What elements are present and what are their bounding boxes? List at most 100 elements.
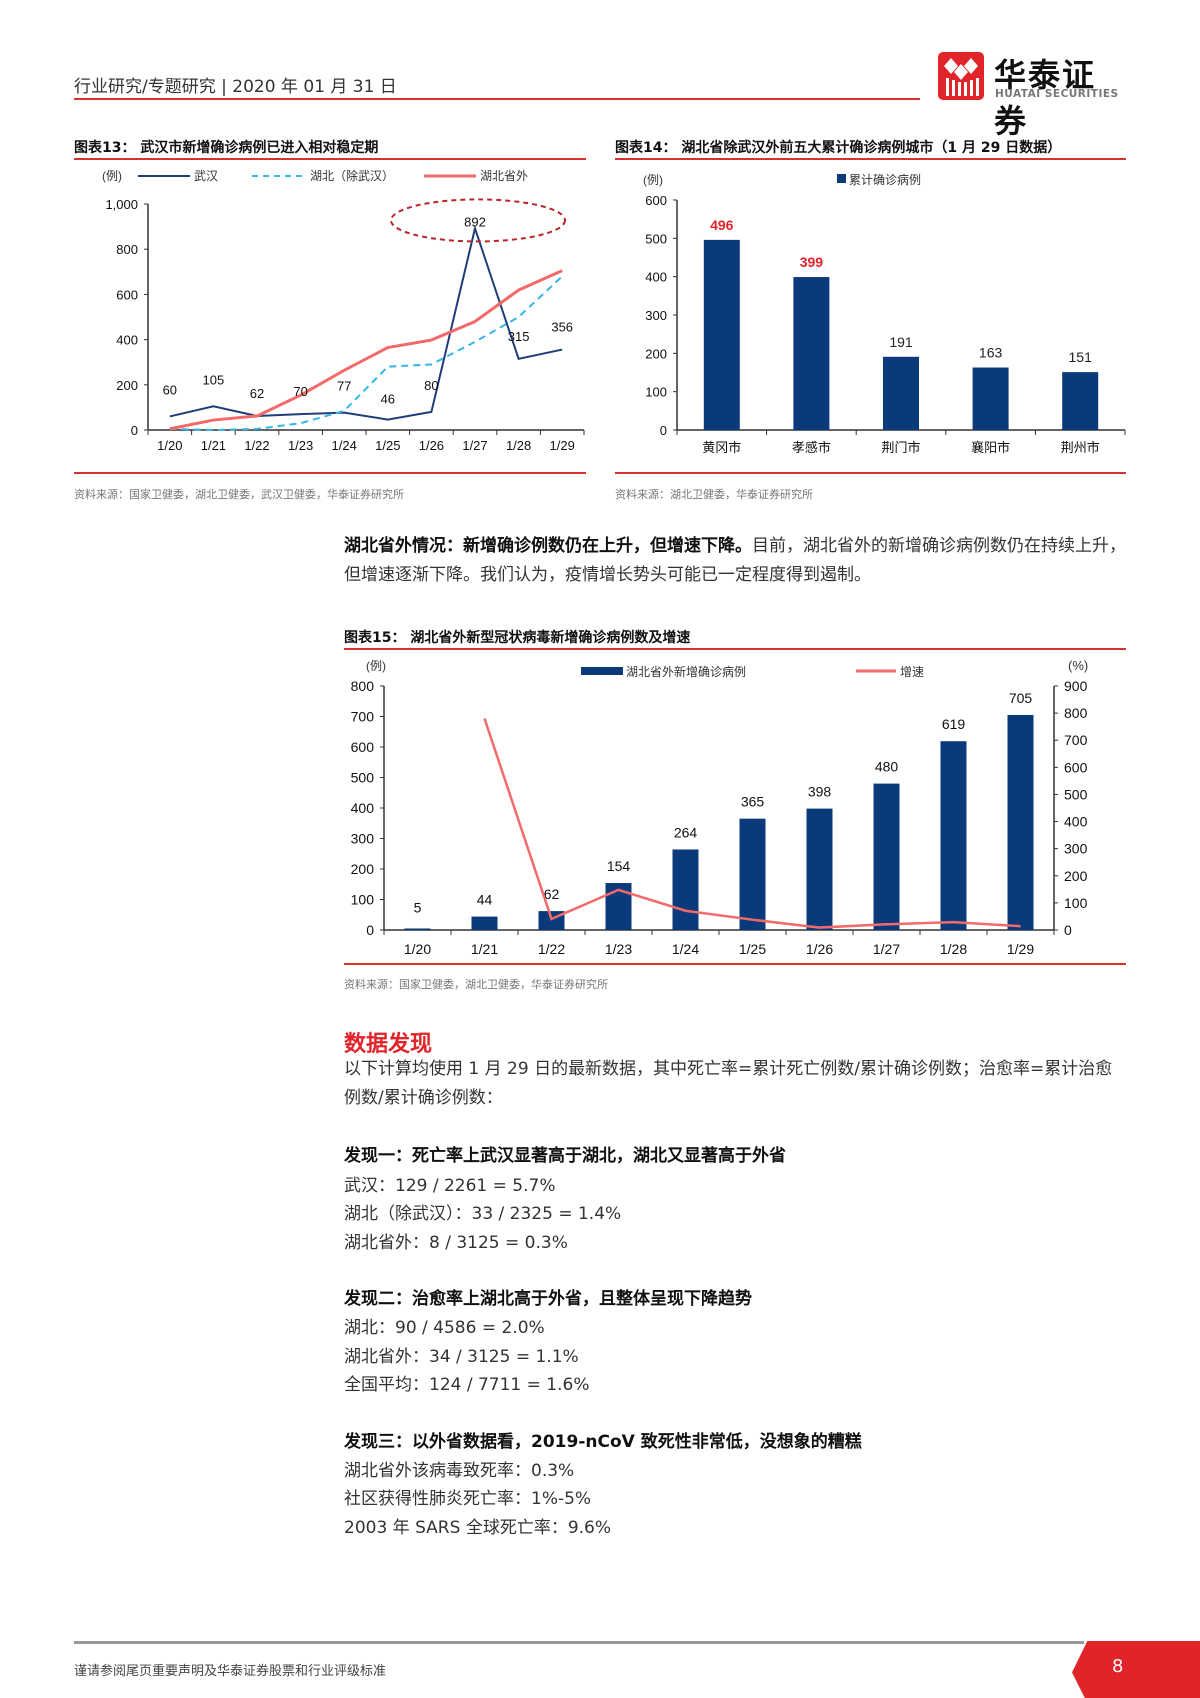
svg-text:荆州市: 荆州市 <box>1061 440 1100 455</box>
svg-text:1/26: 1/26 <box>806 941 833 957</box>
svg-text:800: 800 <box>1064 705 1088 721</box>
svg-text:1/20: 1/20 <box>157 438 182 453</box>
svg-text:496: 496 <box>710 217 734 233</box>
finding-3-item: 湖北省外该病毒致死率：0.3% <box>344 1461 575 1481</box>
logo-text-en: HUATAI SECURITIES <box>995 88 1119 100</box>
svg-text:400: 400 <box>116 333 138 348</box>
svg-text:398: 398 <box>808 784 832 800</box>
svg-text:200: 200 <box>1064 868 1088 884</box>
svg-text:163: 163 <box>979 345 1003 361</box>
svg-text:1/23: 1/23 <box>605 941 632 957</box>
header-breadcrumb: 行业研究/专题研究 | 2020 年 01 月 31 日 <box>74 77 397 97</box>
svg-text:1/21: 1/21 <box>201 438 226 453</box>
svg-text:151: 151 <box>1069 349 1093 365</box>
figure14-bar-chart: (例) 累计确诊病例 0 100 200 300 400 500 600 黄冈市 孝感市 荆门市 襄… <box>643 172 1126 455</box>
svg-text:154: 154 <box>607 858 631 874</box>
svg-text:1/20: 1/20 <box>404 941 431 957</box>
svg-text:892: 892 <box>464 214 486 229</box>
svg-text:500: 500 <box>645 231 667 246</box>
figure15-unit-right: (%) <box>1068 658 1088 673</box>
svg-text:1/29: 1/29 <box>1007 941 1034 957</box>
svg-text:1/22: 1/22 <box>538 941 565 957</box>
svg-text:356: 356 <box>551 320 573 335</box>
finding-1-item: 武汉：129 / 2261 = 5.7% <box>344 1176 556 1196</box>
svg-text:黄冈市: 黄冈市 <box>702 440 741 455</box>
svg-text:100: 100 <box>645 385 667 400</box>
svg-text:500: 500 <box>1064 786 1088 802</box>
svg-text:300: 300 <box>351 831 375 847</box>
figure13-unit: (例) <box>102 169 122 183</box>
svg-text:1/23: 1/23 <box>288 438 313 453</box>
svg-text:100: 100 <box>351 892 375 908</box>
svg-text:800: 800 <box>116 242 138 257</box>
svg-text:399: 399 <box>800 254 824 270</box>
svg-text:1/27: 1/27 <box>462 438 487 453</box>
svg-text:44: 44 <box>477 892 493 908</box>
svg-text:80: 80 <box>424 378 438 393</box>
svg-text:600: 600 <box>645 193 667 208</box>
huatai-logo: 华泰证券 HUATAI SECURITIES <box>938 52 1128 140</box>
svg-text:315: 315 <box>508 329 530 344</box>
svg-text:200: 200 <box>645 346 667 361</box>
finding-2-title: 发现二：治愈率上湖北高于外省，且整体呈现下降趋势 <box>344 1289 752 1309</box>
svg-text:1/29: 1/29 <box>550 438 575 453</box>
finding-2-item: 湖北：90 / 4586 = 2.0% <box>344 1318 545 1338</box>
svg-text:300: 300 <box>1064 841 1088 857</box>
logo-mark-icon <box>938 52 984 100</box>
section-title-findings: 数据发现 <box>344 1032 433 1057</box>
figure13-title-divider <box>74 158 586 160</box>
figure15-source: 资料来源：国家卫健委，湖北卫健委，华泰证券研究所 <box>344 978 608 991</box>
svg-text:荆门市: 荆门市 <box>881 440 920 455</box>
legend-new-cases: 湖北省外新增确诊病例 <box>626 664 746 679</box>
svg-text:0: 0 <box>1064 922 1072 938</box>
svg-text:300: 300 <box>645 308 667 323</box>
finding-3-item: 2003 年 SARS 全球死亡率：9.6% <box>344 1518 612 1538</box>
svg-text:1/28: 1/28 <box>506 438 531 453</box>
svg-text:62: 62 <box>544 886 560 902</box>
paragraph-body: 目前，湖北省外的新增确诊病例数仍在持续上升，但增速逐渐下降。我们认为，疫情增长势… <box>344 536 1126 585</box>
svg-text:孝感市: 孝感市 <box>792 440 831 455</box>
svg-text:200: 200 <box>351 861 375 877</box>
svg-text:700: 700 <box>1064 732 1088 748</box>
svg-text:105: 105 <box>203 372 225 387</box>
svg-text:46: 46 <box>381 392 395 407</box>
svg-text:500: 500 <box>351 770 375 786</box>
svg-text:0: 0 <box>131 423 138 438</box>
svg-text:62: 62 <box>250 386 264 401</box>
svg-text:1/22: 1/22 <box>244 438 269 453</box>
legend-wuhan: 武汉 <box>194 169 218 183</box>
svg-text:1/26: 1/26 <box>419 438 444 453</box>
outside-hubei-paragraph: 湖北省外情况：新增确诊例数仍在上升，但增速下降。目前，湖北省外的新增确诊病例数仍… <box>344 532 1126 590</box>
figure14-source: 资料来源：湖北卫健委，华泰证券研究所 <box>615 488 813 501</box>
finding-3-title: 发现三：以外省数据看，2019-nCoV 致死性非常低，没想象的糟糕 <box>344 1432 862 1452</box>
footer-disclaimer: 谨请参阅尾页重要声明及华泰证券股票和行业评级标准 <box>74 1664 387 1679</box>
svg-text:191: 191 <box>889 334 913 350</box>
findings-intro: 以下计算均使用 1 月 29 日的最新数据，其中死亡率=累计死亡例数/累计确诊例… <box>344 1059 1113 1108</box>
svg-text:400: 400 <box>1064 814 1088 830</box>
svg-text:0: 0 <box>660 423 667 438</box>
finding-1-item: 湖北（除武汉）：33 / 2325 = 1.4% <box>344 1204 622 1224</box>
svg-text:1/21: 1/21 <box>471 941 498 957</box>
svg-text:264: 264 <box>674 824 698 840</box>
svg-text:900: 900 <box>1064 678 1088 694</box>
svg-text:200: 200 <box>116 378 138 393</box>
finding-3-item: 社区获得性肺炎死亡率：1%-5% <box>344 1489 592 1509</box>
finding-2-item: 全国平均：124 / 7711 = 1.6% <box>344 1375 590 1395</box>
svg-text:1,000: 1,000 <box>105 197 138 212</box>
page-number: 8 <box>1112 1656 1124 1677</box>
svg-text:1/24: 1/24 <box>672 941 699 957</box>
svg-text:400: 400 <box>645 270 667 285</box>
paragraph-lead: 湖北省外情况：新增确诊例数仍在上升，但增速下降。 <box>344 536 752 556</box>
figure15-combo-chart: (例) (%) 湖北省外新增确诊病例 增速 0 100 200 300 400 500 60… <box>351 658 1089 957</box>
svg-text:60: 60 <box>163 382 177 397</box>
svg-text:480: 480 <box>875 759 899 775</box>
svg-text:1/24: 1/24 <box>332 438 357 453</box>
svg-text:705: 705 <box>1009 690 1033 706</box>
figure15-title-divider <box>344 648 1126 650</box>
svg-text:1/27: 1/27 <box>873 941 900 957</box>
svg-text:70: 70 <box>293 384 307 399</box>
legend-outside-hubei: 湖北省外 <box>480 168 528 183</box>
figure13-title: 图表13： 武汉市新增确诊病例已进入相对稳定期 <box>74 140 379 156</box>
svg-text:1/28: 1/28 <box>940 941 967 957</box>
finding-2-item: 湖北省外：34 / 3125 = 1.1% <box>344 1347 579 1367</box>
